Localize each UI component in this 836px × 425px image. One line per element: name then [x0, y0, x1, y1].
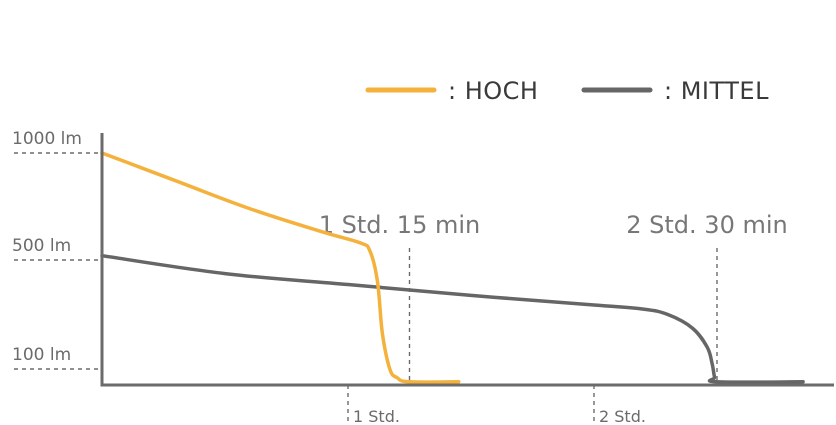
- series-line-hoch: [100, 151, 461, 384]
- y-axis-ticks: 1000 lm 500 lm 100 lm: [12, 129, 102, 370]
- legend-label-hoch: : HOCH: [448, 77, 538, 105]
- runtime-annotations: 1 Std. 15 min 2 Std. 30 min: [319, 211, 788, 385]
- y-tick-label-1000: 1000 lm: [12, 129, 82, 149]
- x-axis-ticks: 1 Std. 2 Std.: [347, 385, 646, 425]
- axes: [100, 133, 834, 387]
- x-tick-label-1h: 1 Std.: [353, 407, 400, 425]
- y-tick-label-500: 500 lm: [12, 236, 71, 256]
- x-tick-label-2h: 2 Std.: [599, 407, 646, 425]
- series-line-mittel: [100, 253, 805, 384]
- annotation-label-hoch: 1 Std. 15 min: [319, 211, 480, 239]
- legend: : HOCH : MITTEL: [365, 77, 769, 105]
- legend-label-mittel: : MITTEL: [664, 77, 769, 105]
- y-tick-label-100: 100 lm: [12, 345, 71, 365]
- annotation-label-mittel: 2 Std. 30 min: [626, 211, 787, 239]
